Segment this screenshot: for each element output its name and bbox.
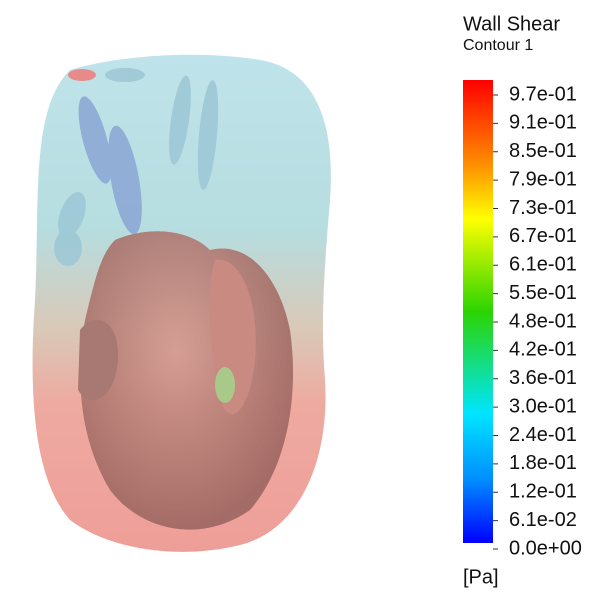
legend-subtitle: Contour 1 bbox=[463, 37, 533, 54]
legend-label: 6.7e-01 bbox=[509, 225, 577, 247]
heart-render bbox=[32, 54, 331, 552]
legend-labels: 9.7e-01 9.1e-01 8.5e-01 7.9e-01 7.3e-01 6.7e-… bbox=[493, 83, 582, 559]
legend-label: 1.8e-01 bbox=[509, 452, 577, 474]
legend-title: Wall Shear bbox=[463, 13, 560, 35]
legend-label: 4.8e-01 bbox=[509, 310, 577, 332]
legend-label: 9.1e-01 bbox=[509, 112, 577, 134]
legend-label: 5.5e-01 bbox=[509, 282, 577, 304]
legend-unit: [Pa] bbox=[463, 566, 499, 588]
legend-label: 6.1e-02 bbox=[509, 509, 577, 531]
legend-label: 0.0e+00 bbox=[509, 537, 582, 559]
legend-label: 3.6e-01 bbox=[509, 367, 577, 389]
legend-label: 1.2e-01 bbox=[509, 481, 577, 503]
legend-label: 6.1e-01 bbox=[509, 254, 577, 276]
legend-label: 2.4e-01 bbox=[509, 424, 577, 446]
legend-label: 8.5e-01 bbox=[509, 140, 577, 162]
legend-label: 7.9e-01 bbox=[509, 168, 577, 190]
legend-label: 3.0e-01 bbox=[509, 395, 577, 417]
color-bar bbox=[463, 80, 493, 543]
legend-label: 7.3e-01 bbox=[509, 197, 577, 219]
legend-label: 4.2e-01 bbox=[509, 339, 577, 361]
legend-label: 9.7e-01 bbox=[509, 83, 577, 105]
